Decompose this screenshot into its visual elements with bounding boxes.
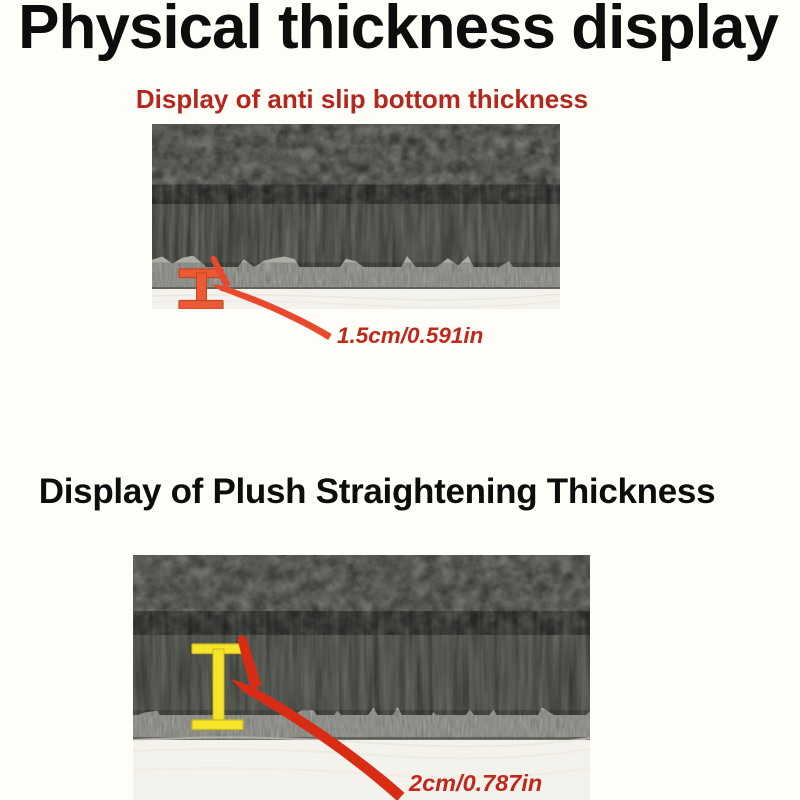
svg-text:1.5cm/0.591in: 1.5cm/0.591in: [337, 323, 483, 348]
